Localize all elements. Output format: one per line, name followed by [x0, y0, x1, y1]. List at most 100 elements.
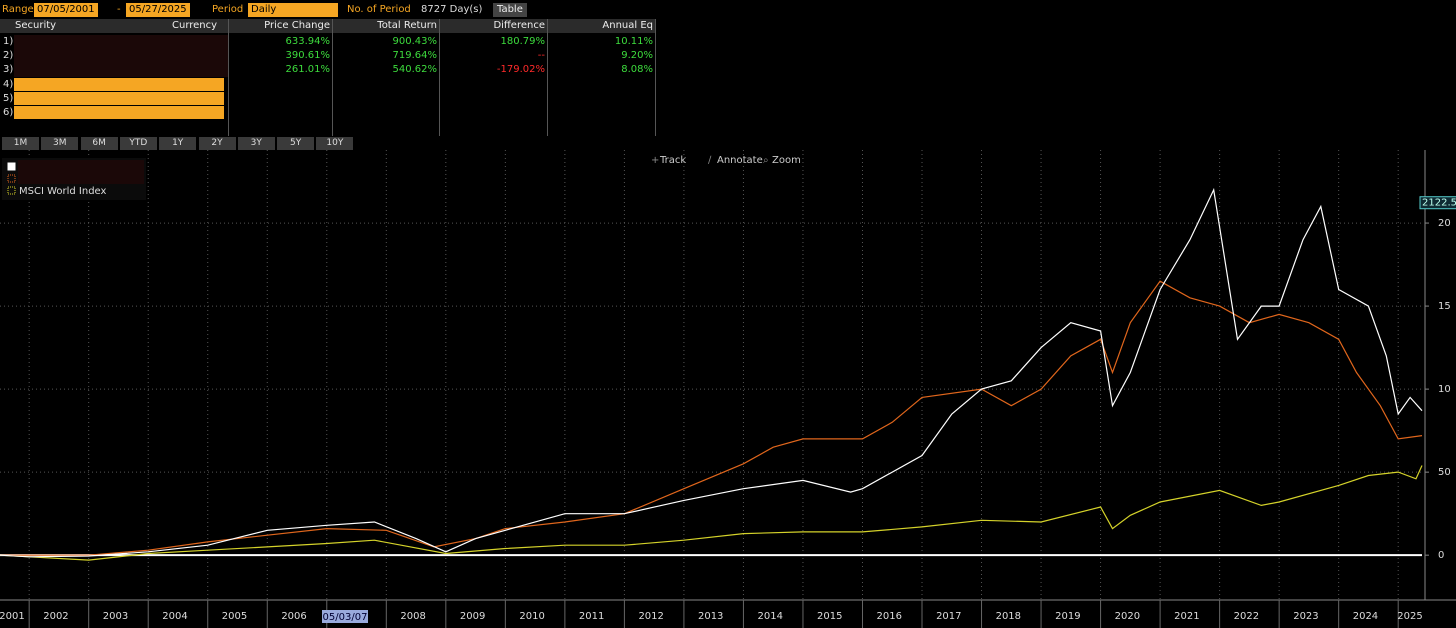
- cell: 719.64%: [392, 50, 438, 61]
- col-sep: [439, 19, 440, 136]
- cell: 540.62%: [392, 64, 438, 75]
- col-header: Difference: [493, 20, 545, 31]
- end-date[interactable]: 05/27/2025: [126, 3, 190, 17]
- col-sep: [228, 19, 229, 136]
- x-axis-strip: [0, 600, 1456, 628]
- y-tick-label: 20: [1438, 218, 1451, 229]
- range-button[interactable]: 3M: [41, 137, 79, 150]
- period-select[interactable]: Daily: [248, 3, 338, 17]
- x-tick-label: 2014: [757, 611, 782, 622]
- row-num: 6): [3, 107, 14, 118]
- toolbar-button[interactable]: Track: [659, 155, 686, 166]
- toolbar-icon: ∕: [708, 155, 712, 166]
- range-button[interactable]: 6M: [80, 137, 118, 150]
- x-tick-label: 2022: [1234, 611, 1259, 622]
- cell: 390.61%: [285, 50, 331, 61]
- cell: 8.08%: [621, 64, 653, 75]
- x-tick-label: 2015: [817, 611, 842, 622]
- redacted-names: [14, 35, 228, 77]
- y-tick-label: 10: [1438, 384, 1451, 395]
- range-label: Range: [2, 4, 34, 15]
- series-line: [0, 280, 1423, 556]
- range-button[interactable]: 2Y: [198, 137, 236, 150]
- row-num: 1): [3, 36, 14, 47]
- empty-security[interactable]: [14, 92, 224, 106]
- table-header-bg: [0, 19, 656, 33]
- num-period-label: No. of Period: [347, 4, 411, 15]
- series-line: [0, 187, 1423, 558]
- legend-swatch: [7, 186, 16, 195]
- col-header: Annual Eq: [602, 20, 653, 31]
- x-tick-label: 2013: [698, 611, 723, 622]
- toolbar-icon: ⌕: [763, 155, 769, 166]
- num-period: 8727 Day(s): [421, 4, 483, 15]
- series-line: [0, 465, 1423, 561]
- x-tick-label: 2003: [103, 611, 128, 622]
- x-tick-label: 2024: [1353, 611, 1378, 622]
- x-tick-label: 2008: [400, 611, 425, 622]
- cell: 900.43%: [392, 36, 438, 47]
- legend-swatch: [7, 162, 16, 171]
- col-sep: [655, 19, 656, 136]
- legend-swatch: [7, 174, 16, 183]
- last-value-tag: [1419, 196, 1456, 210]
- x-tick-label: 2006: [281, 611, 306, 622]
- col-sep: [547, 19, 548, 136]
- crosshair-date: 05/03/07: [323, 612, 368, 623]
- col-header: Currency: [172, 20, 218, 31]
- row-num: 4): [3, 79, 14, 90]
- x-tick-label: 2018: [996, 611, 1021, 622]
- x-tick-label: 2020: [1115, 611, 1140, 622]
- cell: 261.01%: [285, 64, 331, 75]
- range-button[interactable]: 10Y: [316, 137, 354, 150]
- last-value-label: 2122.50: [1422, 198, 1456, 209]
- legend-redact: [18, 160, 144, 184]
- dash: -: [117, 4, 121, 15]
- x-tick-label: 2021: [1174, 611, 1199, 622]
- x-tick-label: 2017: [936, 611, 961, 622]
- empty-security[interactable]: [14, 78, 224, 92]
- toolbar-button[interactable]: Zoom: [772, 155, 801, 166]
- range-button[interactable]: 1Y: [159, 137, 197, 150]
- toolbar-icon: +: [651, 155, 659, 166]
- range-button[interactable]: 1M: [2, 137, 39, 150]
- y-tick-label: 0: [1438, 550, 1444, 561]
- cell: 180.79%: [500, 36, 546, 47]
- toolbar-button[interactable]: Annotate: [717, 155, 763, 166]
- cell: -179.02%: [496, 64, 545, 75]
- x-tick-label: 2023: [1293, 611, 1318, 622]
- range-button[interactable]: 5Y: [277, 137, 315, 150]
- row-num: 3): [3, 64, 14, 75]
- x-tick-label: 2012: [638, 611, 663, 622]
- x-tick-label: 2002: [43, 611, 68, 622]
- x-tick-label: 2005: [222, 611, 247, 622]
- col-header: Security: [15, 20, 57, 31]
- cell: 10.11%: [614, 36, 653, 47]
- period-label: Period: [212, 4, 244, 15]
- x-tick-label: 2019: [1055, 611, 1080, 622]
- crosshair-date-bg: [322, 610, 368, 623]
- table-button[interactable]: Table: [493, 3, 527, 17]
- row-num: 2): [3, 50, 14, 61]
- range-button[interactable]: 3Y: [237, 137, 275, 150]
- x-tick-label: 2010: [519, 611, 544, 622]
- cell: 633.94%: [285, 36, 331, 47]
- x-tick-label: 2025: [1397, 611, 1422, 622]
- y-tick-label: 50: [1438, 467, 1451, 478]
- col-header: Total Return: [377, 20, 437, 31]
- cell: 9.20%: [621, 50, 653, 61]
- col-header: Price Change: [264, 20, 330, 31]
- x-tick-label: 2016: [877, 611, 902, 622]
- col-sep: [332, 19, 333, 136]
- x-tick-label: 2004: [162, 611, 187, 622]
- x-tick-label: 2009: [460, 611, 485, 622]
- y-tick-label: 15: [1438, 301, 1451, 312]
- cell: --: [537, 50, 545, 61]
- start-date[interactable]: 07/05/2001: [34, 3, 98, 17]
- empty-security[interactable]: [14, 106, 224, 120]
- legend-label: MSCI World Index: [19, 186, 107, 197]
- x-tick-label: 2001: [0, 611, 25, 622]
- range-button[interactable]: YTD: [119, 137, 157, 150]
